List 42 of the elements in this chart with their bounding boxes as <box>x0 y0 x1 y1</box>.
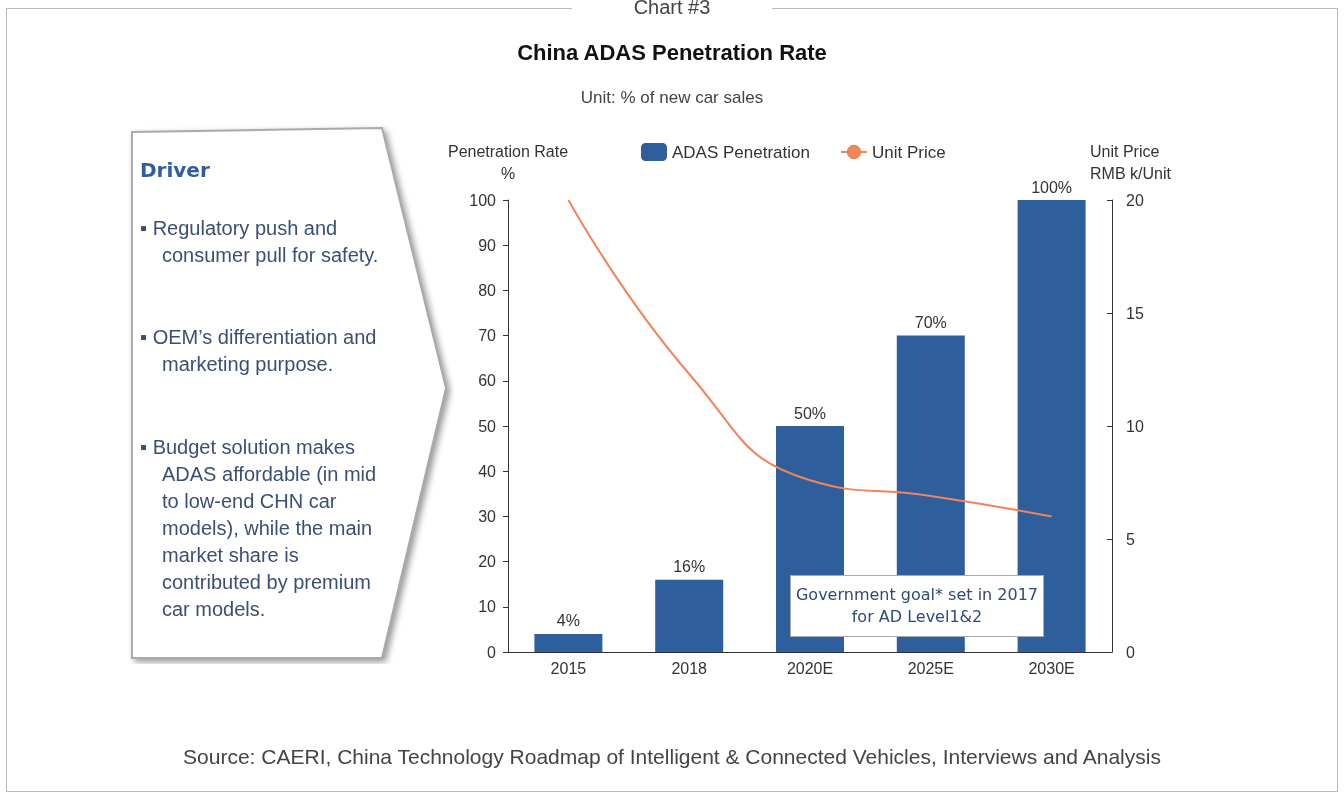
y2-axis-title: Unit Price RMB k/Unit <box>1090 142 1172 182</box>
y-tick-label: 20 <box>478 553 497 571</box>
legend-label: Unit Price <box>871 142 946 162</box>
y-tick-label: 30 <box>478 507 497 525</box>
y2-tick-label: 10 <box>1126 417 1144 435</box>
x-tick-label: 2020E <box>786 659 834 677</box>
x-tick-label: 2025E <box>907 659 954 677</box>
data-label: 4% <box>556 612 580 630</box>
y-tick-label: 0 <box>487 643 497 661</box>
annotation: Government goal* set in 2017 for AD Level1&2 <box>790 575 1044 637</box>
y2-tick-label: 5 <box>1126 530 1135 548</box>
source-note: Source: CAERI, China Technology Roadmap of Intelligent & Connected Vehicles, Interviews and Analysis <box>182 745 1162 769</box>
x-tick-label: 2030E <box>1028 659 1075 677</box>
y-tick-label: 100 <box>469 191 497 209</box>
y2-tick-label: 20 <box>1126 191 1144 209</box>
y-axis-title: Penetration Rate % <box>447 142 569 182</box>
y-tick-label: 40 <box>478 462 497 480</box>
text: Chart #3 <box>572 0 772 19</box>
data-label: 16% <box>673 558 706 576</box>
text: ▪ Budget solution makes ADAS affordable (in mid to low-end CHN car models), while the main market share is contributed by premium car models. <box>140 435 378 622</box>
chart-subtitle: Unit: % of new car sales <box>580 88 764 107</box>
bar <box>655 579 724 652</box>
y2-tick-label: 15 <box>1126 304 1144 322</box>
y2-tick-label: 0 <box>1126 643 1135 661</box>
chart-title: China ADAS Penetration Rate <box>517 39 827 65</box>
y-tick-label: 60 <box>478 372 497 390</box>
bar <box>534 633 603 652</box>
text: ▪ OEM’s differentiation and marketing purpose. <box>140 325 378 377</box>
y-tick-label: 50 <box>478 417 497 435</box>
x-tick-label: 2018 <box>671 659 708 677</box>
text: ▪ Regulatory push and consumer pull for safety. <box>140 216 380 268</box>
x-tick-label: 2015 <box>550 659 587 677</box>
text: Driver <box>140 158 210 182</box>
y-tick-label: 10 <box>478 598 497 616</box>
y-tick-label: 70 <box>478 327 497 345</box>
legend-label: ADAS Penetration <box>672 142 810 162</box>
y-tick-label: 80 <box>478 281 497 299</box>
data-label: 50% <box>793 404 827 422</box>
data-label: 100% <box>1031 178 1073 196</box>
y-tick-label: 90 <box>478 236 497 254</box>
line-series <box>567 199 1053 518</box>
data-label: 70% <box>914 314 947 332</box>
